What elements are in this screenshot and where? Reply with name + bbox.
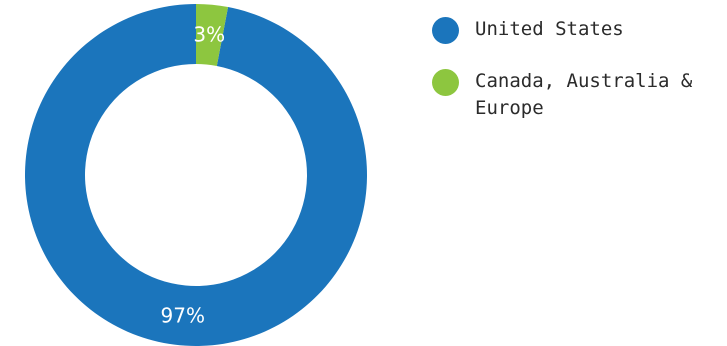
legend-item-canada-australia-europe: Canada, Australia & Europe <box>432 68 722 122</box>
slice-united-states <box>25 4 367 346</box>
slices-group <box>25 4 367 346</box>
legend-swatch-united-states <box>432 17 459 44</box>
legend-label-canada-australia-europe: Canada, Australia & Europe <box>475 70 693 119</box>
legend-label-united-states: United States <box>475 18 624 40</box>
slice-value-label: 3% <box>193 23 225 47</box>
donut-chart: 97% 3% <box>25 4 367 346</box>
slice-value-label: 97% <box>161 303 205 327</box>
legend: United States Canada, Australia & Europe <box>432 16 722 146</box>
legend-item-united-states: United States <box>432 16 722 44</box>
slice-canada-australia-europe <box>196 4 229 66</box>
legend-swatch-canada-australia-europe <box>432 69 459 96</box>
slice-labels-group: 97% 3% <box>161 23 226 328</box>
